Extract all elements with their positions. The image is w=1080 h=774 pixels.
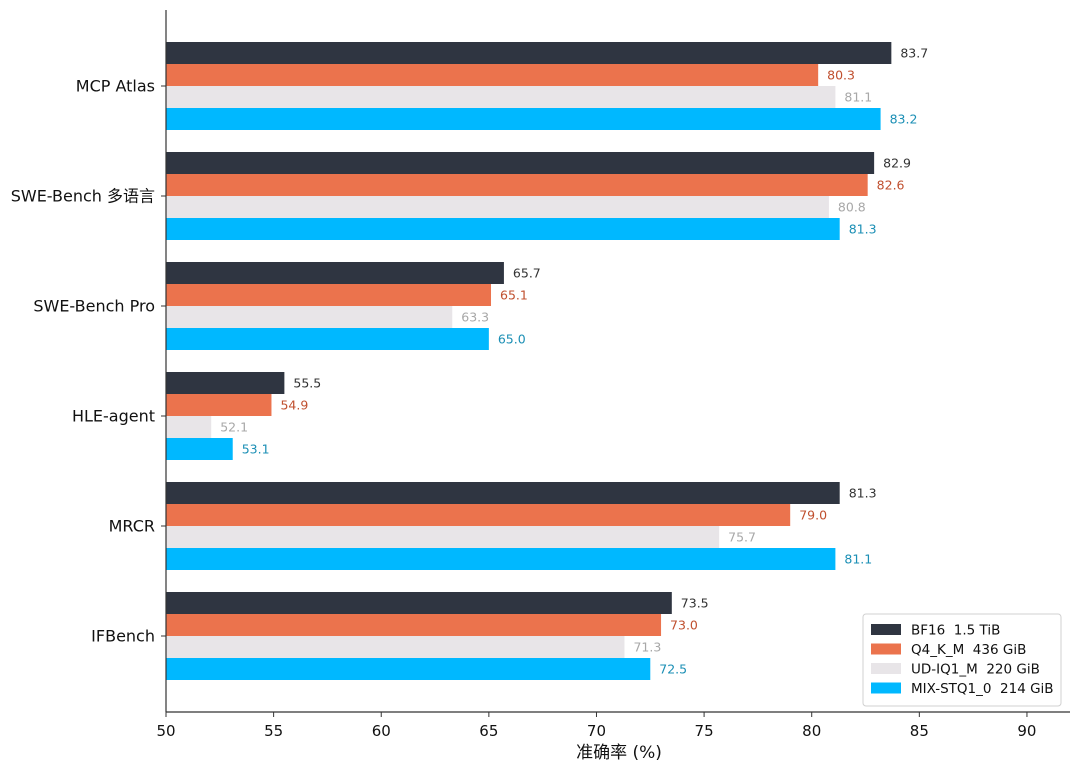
data-label: 65.7: [513, 266, 541, 281]
data-label: 83.7: [900, 46, 928, 61]
data-label: 53.1: [242, 442, 270, 457]
data-label: 81.1: [844, 552, 872, 567]
x-tick-label: 80: [802, 722, 821, 740]
bar: [166, 152, 875, 174]
x-tick-label: 70: [587, 722, 606, 740]
bar: [166, 504, 791, 526]
legend-entry: BF16 1.5 TiB: [911, 623, 1000, 639]
bars-layer: [166, 42, 892, 680]
bar: [166, 306, 453, 328]
bar: [166, 438, 233, 460]
x-tick-label: 60: [372, 722, 391, 740]
bar: [166, 416, 212, 438]
x-axis-label: 准确率 (%): [576, 743, 662, 763]
data-label: 71.3: [633, 640, 661, 655]
bar: [166, 658, 651, 680]
data-label: 80.3: [827, 68, 855, 83]
category-label: HLE-agent: [72, 407, 155, 426]
data-label: 65.0: [498, 332, 526, 347]
x-tick-label: 55: [264, 722, 283, 740]
data-label: 81.1: [844, 90, 872, 105]
data-label: 55.5: [293, 376, 321, 391]
data-label: 73.5: [681, 596, 709, 611]
bar: [166, 284, 492, 306]
data-label: 52.1: [220, 420, 248, 435]
data-label: 65.1: [500, 288, 528, 303]
bar: [166, 218, 840, 240]
category-label: SWE-Bench Pro: [33, 297, 155, 316]
category-label: IFBench: [91, 627, 155, 646]
bar: [166, 42, 892, 64]
data-label: 80.8: [838, 200, 866, 215]
legend-swatch: [871, 624, 901, 635]
legend-entry: MIX-STQ1_0 214 GiB: [911, 681, 1054, 697]
bar: [166, 394, 272, 416]
legend-swatch: [871, 663, 901, 674]
axes-layer: MCP Atlas SWE-Bench 多语言 SWE-Bench Pro HLE-a…: [11, 10, 1070, 763]
bar: [166, 262, 504, 284]
data-label: 73.0: [670, 618, 698, 633]
x-tick-label: 75: [695, 722, 714, 740]
bar: [166, 526, 720, 548]
data-label: 79.0: [799, 508, 827, 523]
legend-swatch: [871, 643, 901, 655]
x-tick-label: 90: [1017, 722, 1036, 740]
bar: [166, 196, 829, 218]
legend-swatch: [871, 682, 901, 694]
bar: [166, 592, 672, 614]
legend-entry: UD-IQ1_M 220 GiB: [911, 662, 1040, 678]
bar: [166, 372, 285, 394]
data-label: 82.6: [877, 178, 905, 193]
bar: [166, 328, 489, 350]
data-label: 81.3: [849, 486, 877, 501]
legend: BF16 1.5 TiB Q4_K_M 436 GiB UD-IQ1_M 220 G…: [862, 613, 1062, 707]
category-label: SWE-Bench 多语言: [11, 187, 155, 206]
data-label: 83.2: [890, 112, 918, 127]
data-label: 75.7: [728, 530, 756, 545]
bar: [166, 614, 662, 636]
bar: [166, 174, 868, 196]
x-tick-label: 65: [479, 722, 498, 740]
bar: [166, 548, 836, 570]
category-label: MCP Atlas: [76, 77, 155, 96]
legend-box: [862, 613, 1062, 707]
value-labels-layer: 83.7 80.3 81.1 83.2 82.9 82.6 80.8 81.3 65.7 65.1…: [220, 46, 928, 677]
bar: [166, 108, 881, 130]
data-label: 63.3: [461, 310, 489, 325]
bar: [166, 86, 836, 108]
x-tick-label: 50: [156, 722, 175, 740]
legend-entry: Q4_K_M 436 GiB: [911, 642, 1026, 658]
bar: [166, 636, 625, 658]
data-label: 72.5: [659, 662, 687, 677]
x-tick-label: 85: [910, 722, 929, 740]
category-label: MRCR: [109, 517, 155, 536]
bar: [166, 64, 819, 86]
data-label: 82.9: [883, 156, 911, 171]
bar: [166, 482, 840, 504]
data-label: 54.9: [280, 398, 308, 413]
data-label: 81.3: [849, 222, 877, 237]
